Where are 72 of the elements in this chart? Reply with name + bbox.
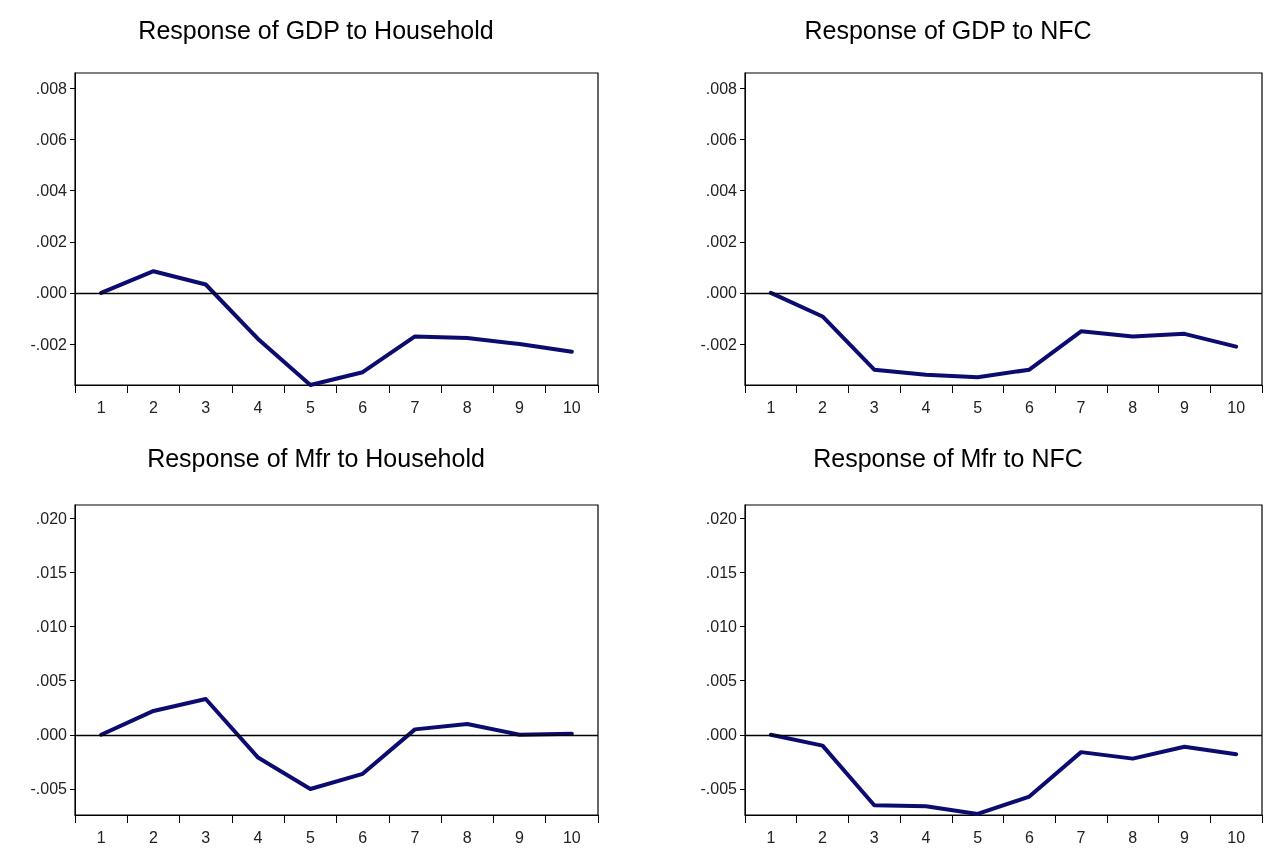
y-tick-label: -.005 [700,780,738,798]
y-tick-label: .020 [705,509,738,527]
line-series [99,269,574,387]
y-tick-label: .000 [705,726,738,744]
y-tick-label: .020 [35,509,68,527]
x-tick-label: 4 [253,828,263,846]
x-tick-label: 2 [818,828,828,846]
y-tick-label: .010 [705,617,738,635]
chart-title: Response of GDP to Household [138,15,494,44]
y-tick-label: .004 [35,182,68,200]
y-tick-label: -.002 [700,335,738,353]
x-tick-label: 6 [358,828,368,846]
x-tick-label: 4 [253,398,263,416]
chart-title: Response of Mfr to NFC [813,443,1083,472]
x-tick-label: 9 [1180,828,1189,846]
x-tick-label: 1 [766,828,776,846]
x-tick-label: 7 [410,398,420,416]
y-tick-label: .004 [705,182,738,200]
y-tick-label: .000 [35,726,68,744]
x-tick-label: 1 [96,828,106,846]
x-tick-label: 5 [973,398,983,416]
x-tick-label: 1 [766,398,776,416]
y-tick-label: .000 [705,284,738,302]
x-tick-label: 6 [1024,828,1034,846]
y-tick-label: .002 [35,233,68,251]
x-tick-label: 6 [1024,398,1034,416]
y-tick-label: -.005 [30,780,68,798]
x-tick-label: 9 [515,828,525,846]
x-tick-label: 9 [1180,398,1189,416]
x-tick-label: 2 [149,398,158,416]
x-tick-label: 10 [1227,398,1246,416]
x-tick-label: 4 [921,398,931,416]
x-tick-label: 5 [305,398,315,416]
y-tick-label: .005 [705,672,738,690]
chart-title: Response of GDP to NFC [804,15,1092,44]
x-tick-label: 10 [562,398,581,416]
x-tick-label: 7 [410,828,420,846]
x-tick-label: 8 [1128,398,1138,416]
y-tick-label: .008 [35,79,68,97]
x-tick-label: 8 [1128,828,1138,846]
y-tick-label: .000 [35,284,68,302]
y-tick-label: .006 [705,130,738,148]
y-tick-label: .008 [705,79,738,97]
y-tick-label: .006 [35,130,68,148]
x-tick-label: 2 [818,398,828,416]
x-tick-label: 10 [562,828,581,846]
y-tick-label: .010 [35,617,68,635]
x-tick-label: 8 [462,828,472,846]
line-series [768,290,1239,380]
x-tick-label: 8 [462,398,472,416]
y-tick-label: .005 [35,672,68,690]
x-tick-label: 1 [96,398,106,416]
x-tick-label: 7 [1076,828,1086,846]
y-tick-label: .015 [35,563,68,581]
x-tick-label: 2 [149,828,158,846]
x-tick-label: 7 [1076,398,1086,416]
x-tick-label: 3 [869,828,879,846]
x-tick-label: 10 [1227,828,1246,846]
line-series [99,697,574,791]
x-tick-label: 3 [869,398,879,416]
chart-title: Response of Mfr to Household [147,443,485,472]
x-tick-label: 6 [358,398,368,416]
x-tick-label: 3 [201,398,211,416]
line-series [768,732,1239,816]
y-tick-label: -.002 [30,335,68,353]
y-tick-label: .002 [705,233,738,251]
x-tick-label: 3 [201,828,211,846]
x-tick-label: 5 [973,828,983,846]
x-tick-label: 4 [921,828,931,846]
x-tick-label: 9 [515,398,525,416]
x-tick-label: 5 [305,828,315,846]
y-tick-label: .015 [705,563,738,581]
